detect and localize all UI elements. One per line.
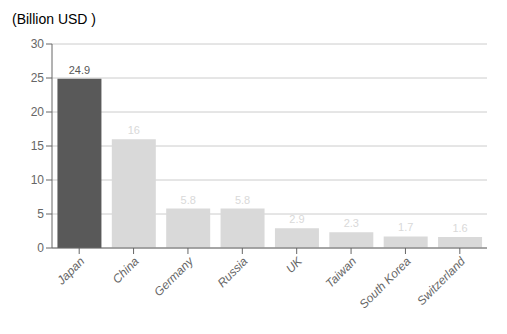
svg-text:30: 30 <box>31 37 45 51</box>
svg-text:Russia: Russia <box>215 254 251 290</box>
svg-text:2.9: 2.9 <box>289 213 304 225</box>
svg-text:24.9: 24.9 <box>69 64 90 76</box>
svg-text:Japan: Japan <box>54 254 88 288</box>
svg-text:5.8: 5.8 <box>235 194 250 206</box>
svg-text:2.3: 2.3 <box>344 217 359 229</box>
svg-text:1.7: 1.7 <box>398 221 413 233</box>
svg-text:Germany: Germany <box>151 254 197 300</box>
svg-text:South Korea: South Korea <box>357 254 414 311</box>
svg-text:10: 10 <box>31 173 45 187</box>
svg-text:China: China <box>110 254 142 286</box>
svg-text:15: 15 <box>31 139 45 153</box>
svg-text:1.6: 1.6 <box>452 222 467 234</box>
svg-text:UK: UK <box>283 254 305 276</box>
svg-text:16: 16 <box>128 124 140 136</box>
svg-text:25: 25 <box>31 71 45 85</box>
svg-text:Switzerland: Switzerland <box>414 254 468 308</box>
html-text:(Billion USD ): (Billion USD ) <box>12 11 96 27</box>
svg-text:5: 5 <box>37 207 44 221</box>
svg-text:Taiwan: Taiwan <box>323 254 360 291</box>
svg-text:20: 20 <box>31 105 45 119</box>
svg-text:0: 0 <box>37 241 44 255</box>
svg-text:5.8: 5.8 <box>181 194 196 206</box>
